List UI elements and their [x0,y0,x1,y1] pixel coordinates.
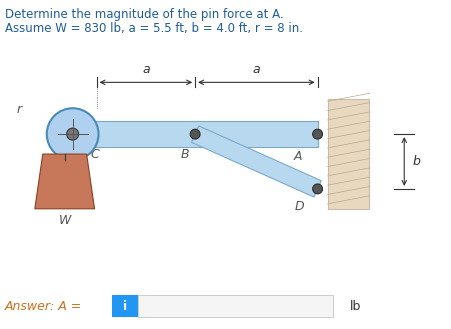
Text: D: D [295,200,304,213]
Circle shape [313,184,322,194]
Text: r: r [16,103,22,116]
Text: a: a [253,63,260,76]
Polygon shape [192,126,321,197]
Circle shape [190,129,200,139]
Text: Assume W = 830 lb, a = 5.5 ft, b = 4.0 ft, r = 8 in.: Assume W = 830 lb, a = 5.5 ft, b = 4.0 f… [5,22,303,35]
Text: B: B [181,147,189,161]
Text: A: A [294,150,302,163]
Circle shape [313,129,322,139]
Text: a: a [142,63,150,76]
Polygon shape [35,154,95,209]
Circle shape [67,128,78,140]
Polygon shape [68,121,318,147]
Bar [112,295,138,317]
Circle shape [47,108,98,160]
Text: Determine the magnitude of the pin force at A.: Determine the magnitude of the pin force… [5,8,284,21]
Text: W: W [59,214,71,227]
Text: lb: lb [350,300,361,313]
Text: C: C [90,147,99,161]
Text: Answer: A =: Answer: A = [5,300,86,313]
Text: i: i [124,300,128,313]
Bar [327,99,369,209]
Text: b: b [412,155,420,168]
Bar [138,295,332,317]
